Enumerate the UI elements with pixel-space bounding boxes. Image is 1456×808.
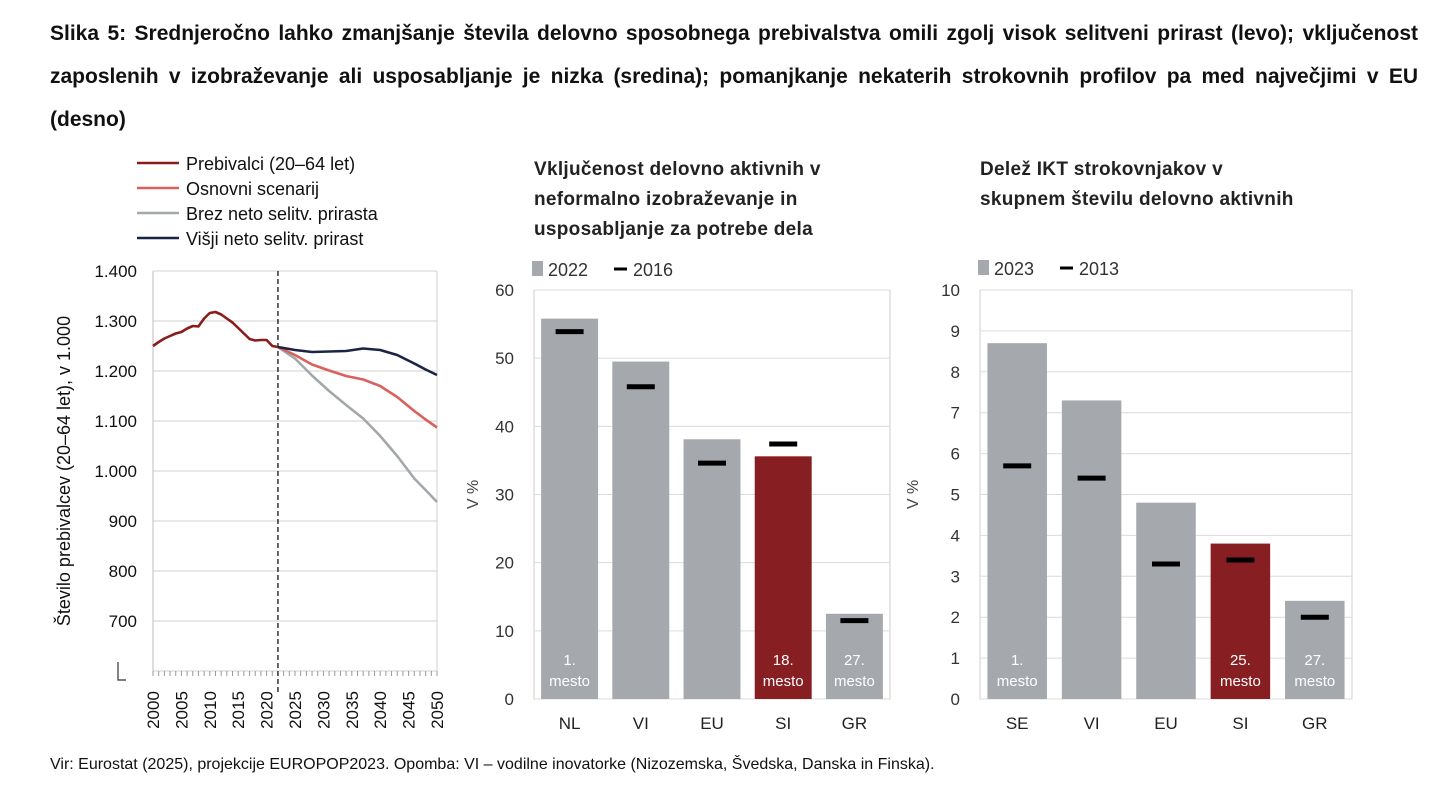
bar xyxy=(825,613,883,699)
x-tick-label: 2050 xyxy=(428,691,447,729)
x-tick-label: EU xyxy=(700,714,724,733)
x-tick-label: 2005 xyxy=(172,691,191,729)
y-tick-label: 900 xyxy=(109,512,137,531)
legend-swatch-bar xyxy=(978,260,989,275)
bar xyxy=(1210,543,1271,699)
y-tick-label: 0 xyxy=(505,690,514,709)
rank-label: 1. xyxy=(1011,652,1024,669)
legend-label: 2016 xyxy=(633,260,673,280)
middle-chart-title: Vključenost delovno aktivnih v neformaln… xyxy=(534,159,821,240)
bar xyxy=(612,361,670,699)
middle-bar-chart: 0 10 20 30 40 50 60 V % 2022 2016 NL 1. mesto VI EU SI 1… xyxy=(465,260,891,733)
x-tick-label: SE xyxy=(1006,714,1029,733)
rank-label: 25. xyxy=(1230,652,1251,669)
series-line xyxy=(277,345,438,429)
rank-label: mesto xyxy=(549,673,590,690)
y-tick-label: 8 xyxy=(951,363,960,382)
y-tick-label: 10 xyxy=(495,622,514,641)
y-tick-label: 20 xyxy=(495,554,514,573)
bar xyxy=(541,318,599,699)
y-tick-label: 10 xyxy=(941,281,960,300)
x-tick-label: 2045 xyxy=(400,691,419,729)
line-chart: 1.400 1.300 1.200 1.100 1.000 900 800 700 2000 20… xyxy=(53,154,447,729)
y-tick-label: 0 xyxy=(951,690,960,709)
rank-label: mesto xyxy=(1220,673,1261,690)
y-tick-label: 800 xyxy=(109,562,137,581)
series-line xyxy=(277,345,438,503)
x-tick-label: 2010 xyxy=(201,691,220,729)
y-tick-label: 50 xyxy=(495,349,514,368)
y-tick-label: 1.400 xyxy=(94,262,137,281)
series-line xyxy=(152,310,279,349)
y-tick-label: 1.200 xyxy=(94,362,137,381)
legend-label: 2023 xyxy=(994,259,1034,279)
right-bar-chart: 0 1 2 3 4 5 6 7 8 9 10 V % 2023 2013 SE 1. mesto VI EU SI 25… xyxy=(905,259,1353,733)
x-tick-label: 2015 xyxy=(229,691,248,729)
x-tick-label: SI xyxy=(775,714,791,733)
y-tick-label: 7 xyxy=(951,404,960,423)
y-axis-label: Število prebivalcev (20–64 let), v 1.000 xyxy=(53,316,74,626)
y-tick-label: 40 xyxy=(495,417,514,436)
x-tick-label: 2025 xyxy=(286,691,305,729)
x-tick-label: GR xyxy=(1302,714,1328,733)
legend-label: 2013 xyxy=(1079,259,1119,279)
x-tick-label: EU xyxy=(1154,714,1178,733)
rank-label: mesto xyxy=(763,673,804,690)
y-tick-label: 3 xyxy=(951,567,960,586)
legend-label: Osnovni scenarij xyxy=(186,179,319,199)
bar xyxy=(1061,400,1122,699)
x-tick-label: NL xyxy=(559,714,581,733)
legend-label: Prebivalci (20–64 let) xyxy=(186,154,355,174)
rank-label: mesto xyxy=(997,673,1038,690)
rank-label: 27. xyxy=(1304,652,1325,669)
legend-label: Brez neto selitv. prirasta xyxy=(186,204,379,224)
y-axis-label: V % xyxy=(905,480,922,509)
x-tick-label: 2035 xyxy=(343,691,362,729)
y-tick-label: 1.100 xyxy=(94,412,137,431)
x-tick-label: 2000 xyxy=(144,691,163,729)
figure-title: Slika 5: Srednjeročno lahko zmanjšanje š… xyxy=(50,22,1418,131)
y-tick-label: 2 xyxy=(951,608,960,627)
y-tick-label: 5 xyxy=(951,486,960,505)
series-line xyxy=(277,345,438,377)
rank-label: 1. xyxy=(563,652,576,669)
rank-label: mesto xyxy=(834,673,875,690)
y-tick-label: 60 xyxy=(495,281,514,300)
source-note: Vir: Eurostat (2025), projekcije EUROPOP… xyxy=(50,756,935,773)
x-tick-label: SI xyxy=(1232,714,1248,733)
x-tick-label: 2040 xyxy=(371,691,390,729)
x-tick-label: 2030 xyxy=(314,691,333,729)
x-tick-label: VI xyxy=(633,714,649,733)
legend-label: 2022 xyxy=(548,260,588,280)
bar xyxy=(1136,502,1196,699)
y-tick-label: 1.000 xyxy=(94,462,137,481)
x-tick-label: GR xyxy=(842,714,868,733)
rank-label: mesto xyxy=(1294,673,1335,690)
right-chart-title: Delež IKT strokovnjakov v skupnem števil… xyxy=(980,159,1294,210)
rank-label: 18. xyxy=(773,652,794,669)
y-tick-label: 9 xyxy=(951,322,960,341)
y-tick-label: 6 xyxy=(951,445,960,464)
y-tick-label: 30 xyxy=(495,486,514,505)
legend-label: Višji neto selitv. prirast xyxy=(186,229,363,249)
y-tick-label: 1 xyxy=(951,649,960,668)
y-tick-label: 1.300 xyxy=(94,312,137,331)
bar xyxy=(683,439,741,699)
axis-break-icon xyxy=(117,662,126,681)
y-axis-label: V % xyxy=(465,480,482,509)
x-tick-label: 2020 xyxy=(258,691,277,729)
x-tick-label: VI xyxy=(1084,714,1100,733)
bar xyxy=(987,343,1047,699)
y-tick-label: 700 xyxy=(109,612,137,631)
bar xyxy=(754,456,812,699)
legend-swatch-bar xyxy=(532,261,543,276)
rank-label: 27. xyxy=(844,652,865,669)
y-tick-label: 4 xyxy=(951,526,960,545)
